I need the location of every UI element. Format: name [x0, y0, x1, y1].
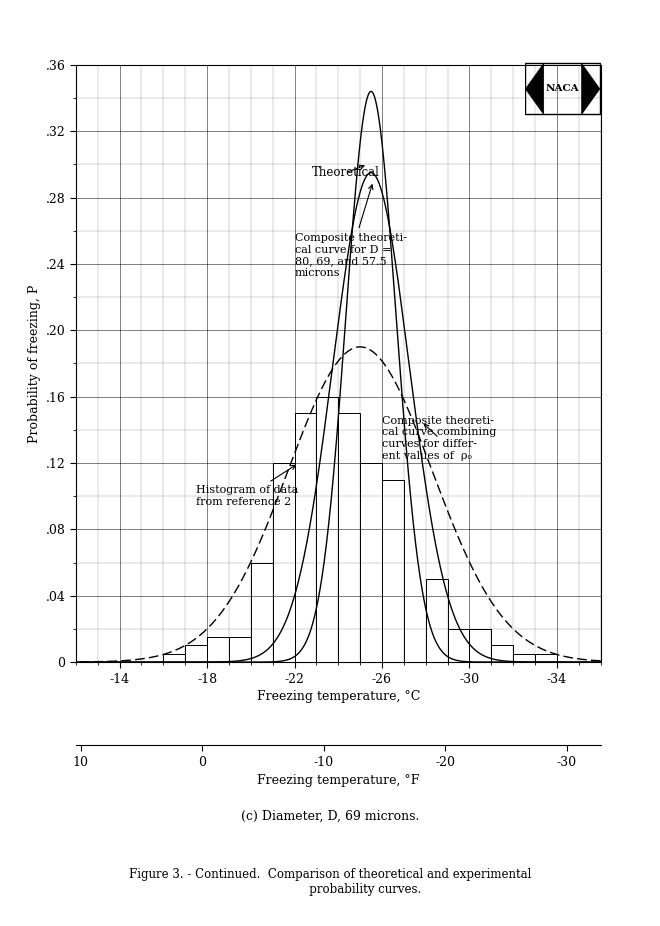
Text: Histogram of data
from reference 2: Histogram of data from reference 2	[196, 465, 298, 507]
Bar	[382, 480, 404, 662]
Bar	[294, 413, 316, 662]
Bar	[513, 654, 535, 662]
Bar	[229, 637, 251, 662]
Bar	[535, 654, 557, 662]
Bar	[491, 645, 513, 662]
Polygon shape	[525, 63, 544, 115]
Text: Theoretical: Theoretical	[312, 165, 380, 179]
Bar	[469, 629, 491, 662]
Bar	[251, 563, 273, 662]
Bar	[360, 463, 382, 662]
Bar	[338, 413, 360, 662]
Bar	[207, 637, 229, 662]
Bar	[185, 645, 207, 662]
Bar	[273, 463, 294, 662]
Text: (c) Diameter, D, 69 microns.: (c) Diameter, D, 69 microns.	[241, 810, 419, 823]
Text: NACA: NACA	[546, 84, 579, 94]
Text: Composite theoreti-
cal curve for D =
80, 69, and 57.5
microns: Composite theoreti- cal curve for D = 80…	[294, 185, 407, 278]
Text: Figure 3. - Continued.  Comparison of theoretical and experimental
             : Figure 3. - Continued. Comparison of the…	[129, 868, 531, 895]
Polygon shape	[581, 63, 600, 115]
Bar	[447, 629, 469, 662]
Bar	[426, 579, 447, 662]
X-axis label: Freezing temperature, °F: Freezing temperature, °F	[257, 774, 420, 787]
Bar	[316, 396, 339, 662]
Y-axis label: Probability of freezing, P: Probability of freezing, P	[28, 284, 42, 443]
X-axis label: Freezing temperature, °C: Freezing temperature, °C	[257, 690, 420, 703]
Bar	[164, 654, 185, 662]
Text: Composite theoreti-
cal curve combining
curves for differ-
ent values of  ρ₀: Composite theoreti- cal curve combining …	[382, 416, 496, 460]
